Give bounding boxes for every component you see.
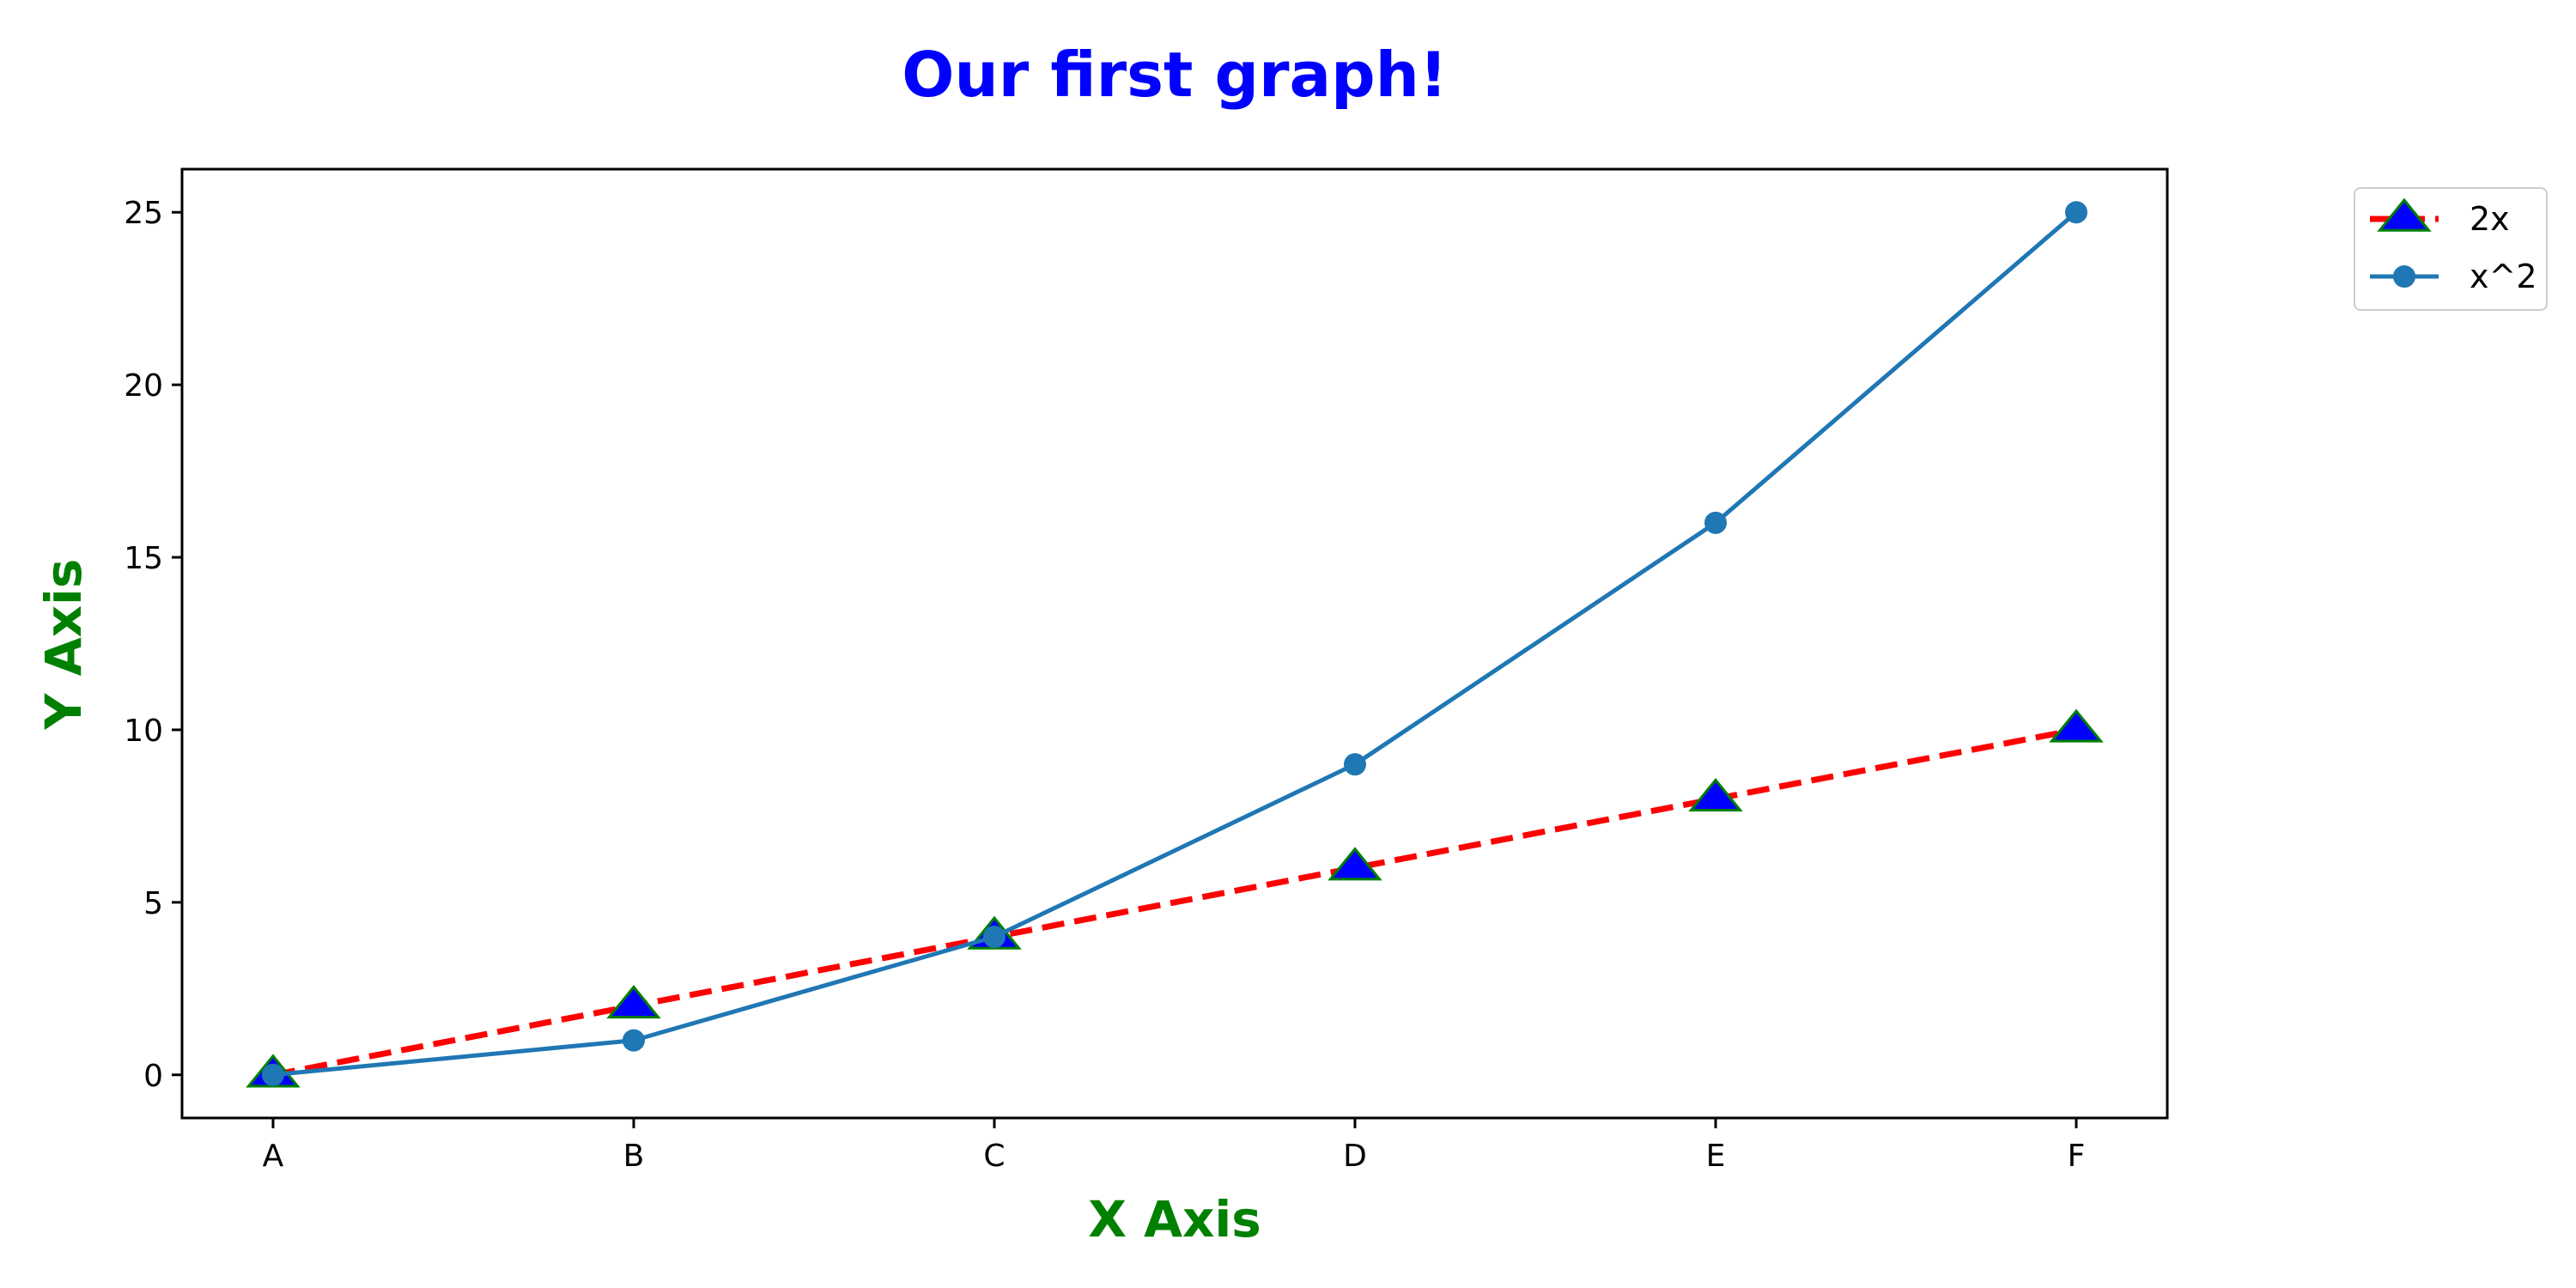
data-point	[623, 1029, 645, 1052]
legend: 2x x^2	[2354, 187, 2548, 311]
series-layer	[246, 201, 2104, 1088]
plot-area: 0 5 10 15 20 25 A B C D E F	[124, 167, 2169, 1174]
x-axis-ticks: A B C D E F	[263, 1118, 2086, 1174]
legend-label: 2x	[2470, 200, 2510, 238]
x-tick-label: F	[2068, 1139, 2086, 1174]
y-axis-ticks: 0 5 10 15 20 25	[124, 196, 182, 1094]
x-tick-label: B	[623, 1139, 645, 1174]
plot-frame	[180, 167, 2169, 1120]
data-point	[606, 985, 661, 1019]
data-point	[1327, 847, 1382, 881]
legend-marker	[2393, 265, 2415, 288]
y-tick-label: 5	[143, 886, 163, 921]
chart-title: Our first graph!	[902, 39, 1448, 111]
x-tick-label: D	[1343, 1139, 1367, 1174]
legend-label: x^2	[2470, 258, 2537, 295]
data-point	[1688, 777, 1743, 812]
data-point	[262, 1063, 284, 1086]
x-tick-label: E	[1706, 1139, 1726, 1174]
legend-entry: x^2	[2370, 258, 2537, 295]
data-point	[2049, 708, 2104, 743]
series-line	[272, 210, 2078, 1078]
x-tick-label: A	[263, 1139, 284, 1174]
y-tick-label: 20	[124, 368, 163, 404]
data-point	[1704, 511, 1727, 534]
y-tick-label: 25	[124, 196, 163, 231]
y-tick-label: 10	[124, 714, 163, 749]
legend-entry: 2x	[2370, 197, 2510, 238]
y-axis-label: Y Axis	[34, 559, 93, 731]
y-tick-label: 0	[143, 1059, 163, 1094]
legend-marker	[2377, 197, 2432, 232]
data-point	[1344, 753, 1366, 776]
x-axis-label: X Axis	[1088, 1190, 1261, 1249]
y-tick-label: 15	[124, 541, 163, 576]
series-line	[272, 726, 2077, 1078]
data-point	[983, 926, 1005, 949]
x-tick-label: C	[983, 1139, 1005, 1174]
data-point	[2065, 201, 2087, 224]
series-2	[262, 201, 2087, 1086]
